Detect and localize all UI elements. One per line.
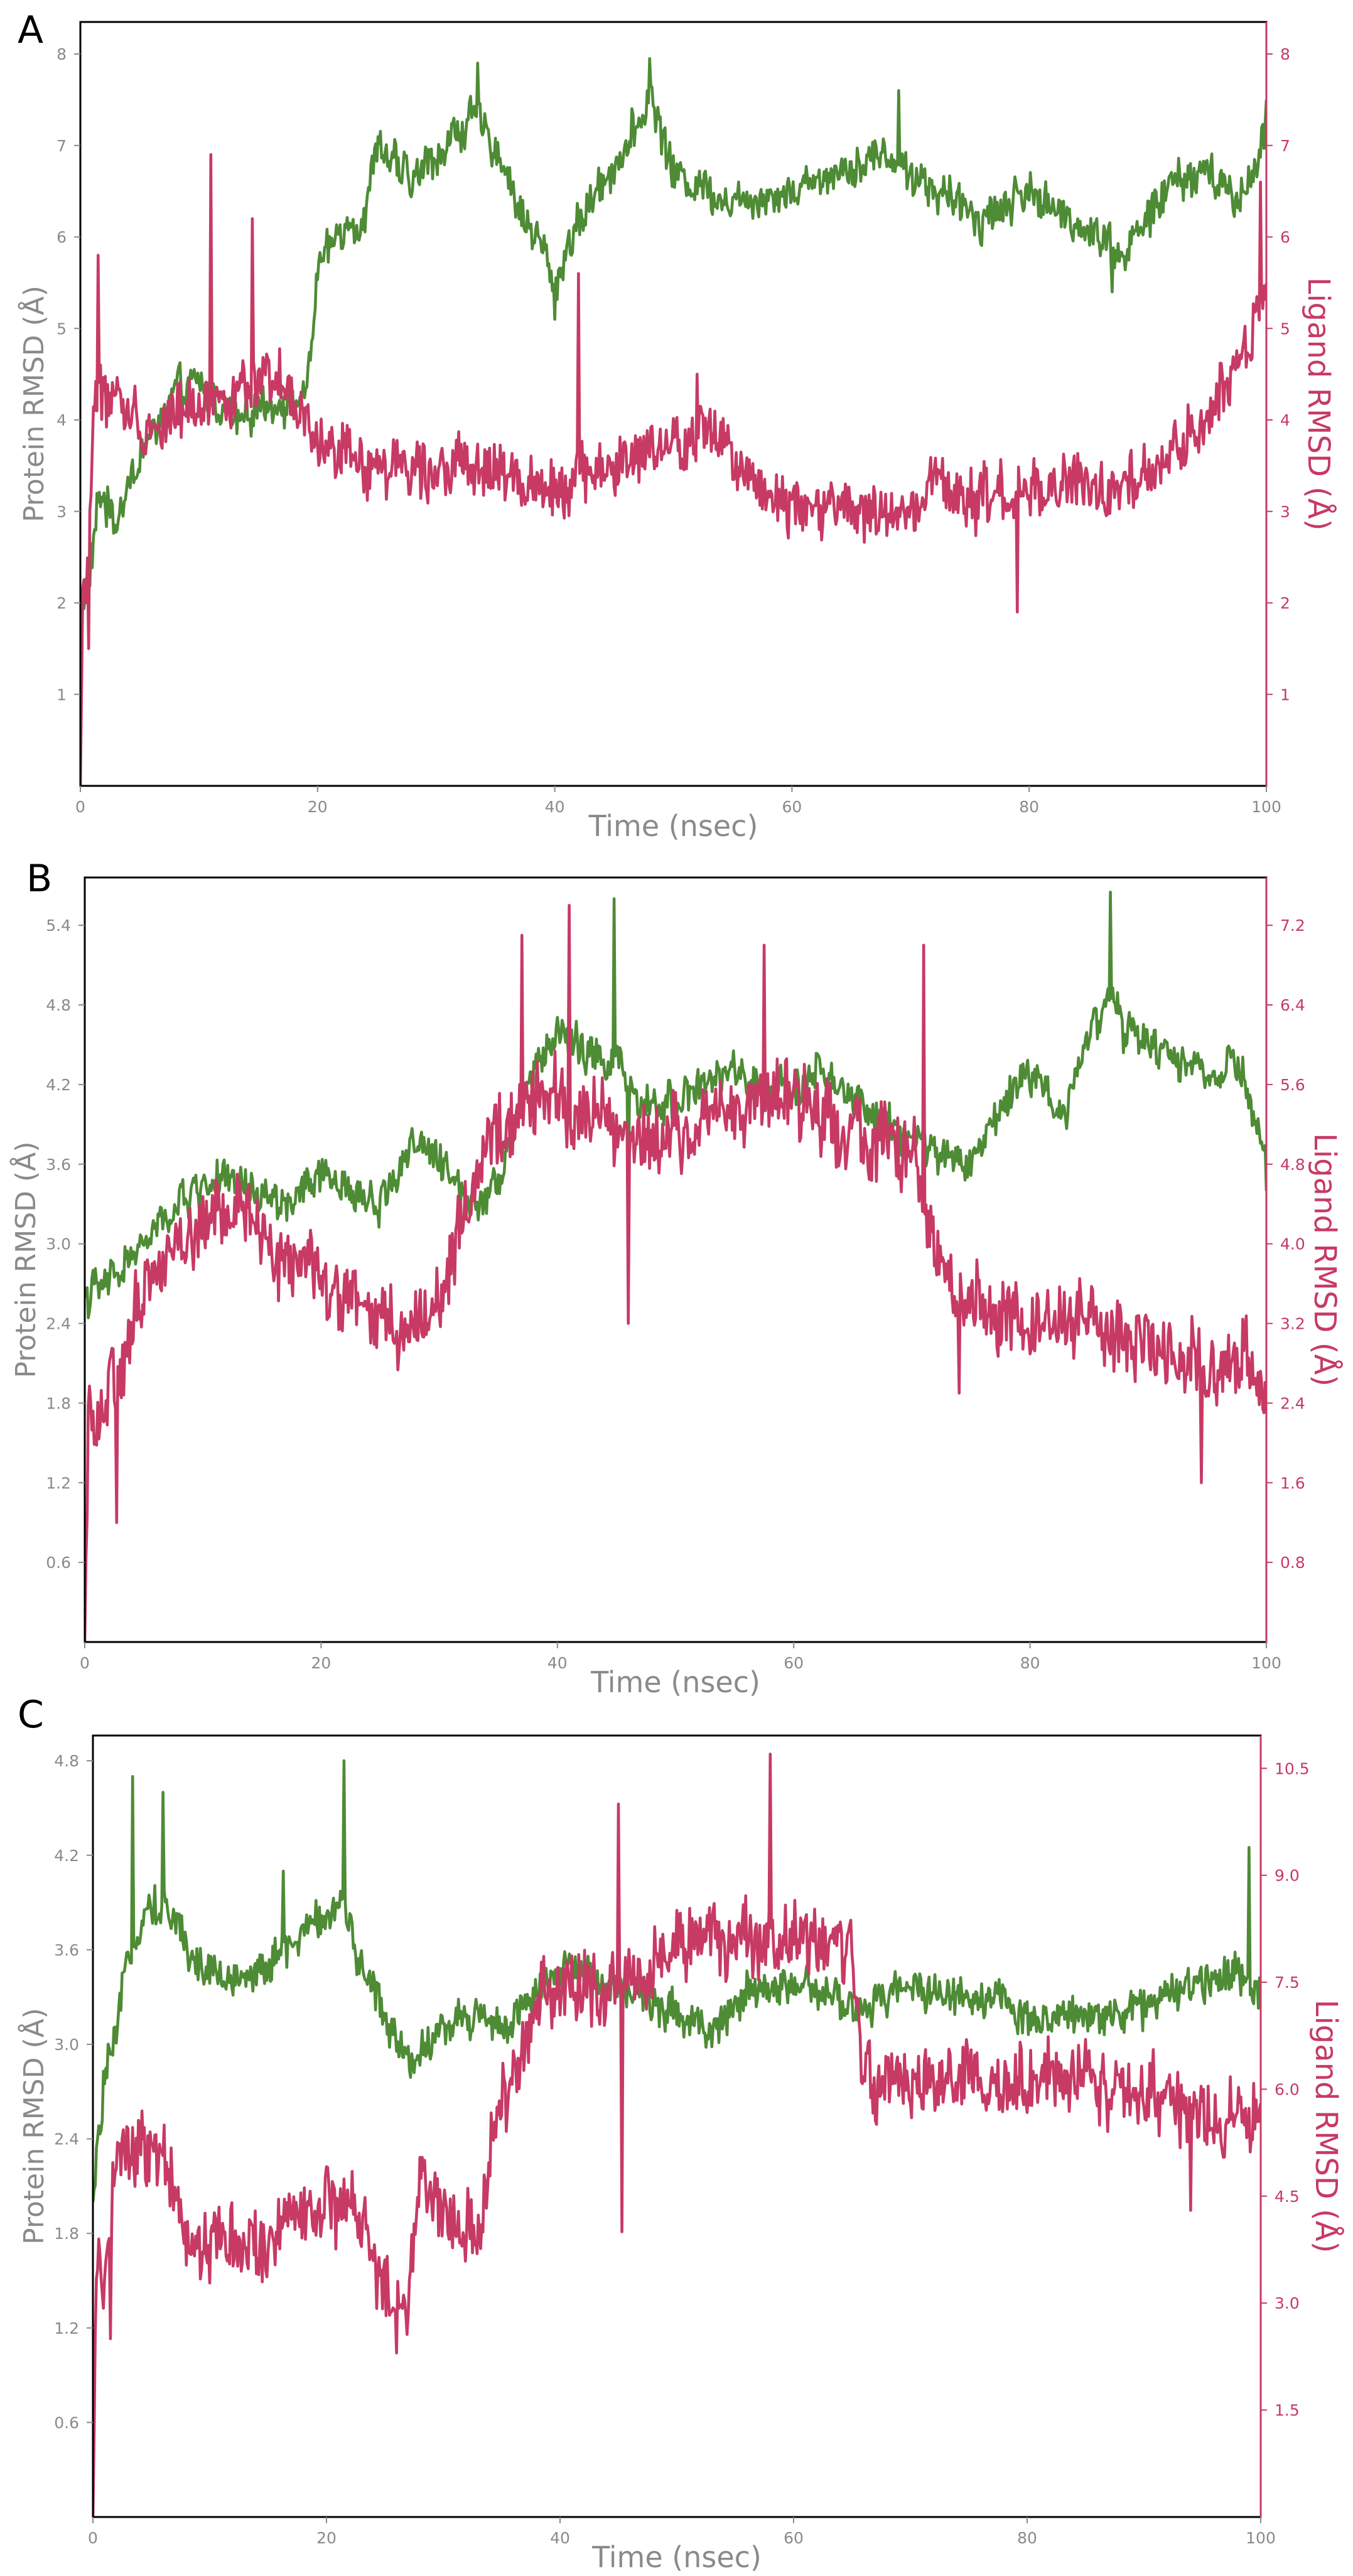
right-y-tick-label: 2 bbox=[1280, 594, 1290, 613]
right-y-tick-label: 4 bbox=[1280, 411, 1290, 429]
left-y-tick-label: 5.4 bbox=[46, 916, 71, 935]
left-y-tick-label: 4 bbox=[57, 411, 67, 429]
right-y-tick-label: 7.2 bbox=[1280, 916, 1305, 935]
right-y-tick-label: 4.8 bbox=[1280, 1156, 1305, 1174]
right-y-tick-label: 2.4 bbox=[1280, 1394, 1305, 1412]
left-y-tick-label: 0.6 bbox=[46, 1554, 71, 1572]
left-y-tick-label: 4.2 bbox=[54, 1847, 79, 1865]
right-y-axis-title: Ligand RMSD (Å) bbox=[1308, 2000, 1344, 2253]
left-y-axis-title: Protein RMSD (Å) bbox=[9, 1142, 42, 1378]
right-y-axis-title: Ligand RMSD (Å) bbox=[1301, 277, 1337, 531]
left-y-tick-label: 5 bbox=[57, 319, 67, 338]
left-y-tick-label: 3 bbox=[57, 503, 67, 521]
left-y-tick-label: 2.4 bbox=[46, 1315, 71, 1333]
right-y-tick-label: 6.0 bbox=[1275, 2080, 1300, 2098]
left-y-tick-label: 3.0 bbox=[54, 2036, 79, 2054]
right-y-tick-label: 3.2 bbox=[1280, 1315, 1305, 1333]
right-y-tick-label: 6 bbox=[1280, 228, 1290, 247]
right-y-tick-label: 10.5 bbox=[1275, 1759, 1310, 1778]
left-y-tick-label: 7 bbox=[57, 137, 67, 155]
left-y-tick-label: 3.6 bbox=[46, 1156, 71, 1174]
ligand-rmsd-series-line bbox=[85, 904, 1266, 1642]
right-y-tick-label: 5.6 bbox=[1280, 1076, 1305, 1094]
ligand-rmsd-series-line bbox=[80, 153, 1266, 786]
left-y-tick-label: 6 bbox=[57, 228, 67, 247]
right-y-tick-label: 4.5 bbox=[1275, 2187, 1300, 2206]
x-tick-label: 40 bbox=[545, 798, 565, 816]
left-y-tick-label: 4.2 bbox=[46, 1076, 71, 1094]
panel-letter: C bbox=[18, 1693, 44, 1737]
protein-rmsd-series-line bbox=[93, 1759, 1261, 2203]
x-tick-label: 0 bbox=[88, 2529, 98, 2547]
x-axis-title: Time (nsec) bbox=[588, 809, 758, 843]
x-tick-label: 40 bbox=[550, 2529, 570, 2547]
left-y-tick-label: 2 bbox=[57, 594, 67, 613]
x-tick-label: 20 bbox=[308, 798, 328, 816]
plot-frame bbox=[92, 1734, 1262, 2518]
right-y-tick-label: 3 bbox=[1280, 503, 1290, 521]
panel-letter: A bbox=[18, 8, 43, 52]
x-tick-label: 100 bbox=[1246, 2529, 1276, 2547]
panel-letter: B bbox=[26, 857, 52, 901]
right-y-tick-label: 4.0 bbox=[1280, 1235, 1305, 1253]
left-y-tick-label: 4.8 bbox=[54, 1752, 79, 1770]
x-tick-label: 100 bbox=[1251, 798, 1281, 816]
left-y-tick-label: 3.0 bbox=[46, 1235, 71, 1253]
right-y-tick-label: 1.5 bbox=[1275, 2402, 1300, 2420]
x-tick-label: 20 bbox=[311, 1654, 331, 1672]
left-y-tick-label: 2.4 bbox=[54, 2130, 79, 2149]
x-tick-label: 0 bbox=[80, 1654, 90, 1672]
right-y-tick-label: 0.8 bbox=[1280, 1554, 1305, 1572]
protein-rmsd-series-line bbox=[80, 57, 1266, 613]
x-tick-label: 80 bbox=[1017, 2529, 1037, 2547]
x-tick-label: 60 bbox=[784, 1654, 804, 1672]
right-y-tick-label: 6.4 bbox=[1280, 996, 1305, 1014]
left-y-tick-label: 1.8 bbox=[54, 2224, 79, 2243]
left-y-tick-label: 4.8 bbox=[46, 996, 71, 1014]
x-axis-title: Time (nsec) bbox=[591, 2540, 762, 2574]
right-y-axis-title: Ligand RMSD (Å) bbox=[1307, 1133, 1343, 1387]
x-tick-label: 80 bbox=[1019, 798, 1039, 816]
left-y-tick-label: 8 bbox=[57, 45, 67, 63]
x-tick-label: 100 bbox=[1251, 1654, 1281, 1672]
right-y-tick-label: 1.6 bbox=[1280, 1474, 1305, 1492]
right-y-tick-label: 8 bbox=[1280, 45, 1290, 63]
right-y-tick-label: 7 bbox=[1280, 137, 1290, 155]
right-y-tick-label: 5 bbox=[1280, 319, 1290, 338]
right-y-tick-label: 7.5 bbox=[1275, 1973, 1300, 1992]
x-tick-label: 60 bbox=[782, 798, 802, 816]
right-y-tick-label: 9.0 bbox=[1275, 1867, 1300, 1885]
chart-panel-C: 0 20 40 60 80 100 0.6 1.2 1.8 2.4 3.0 3.6 4.2 4.8 1.5 3… bbox=[17, 1693, 1344, 2574]
left-y-tick-label: 1.8 bbox=[46, 1394, 71, 1412]
left-y-tick-label: 1.2 bbox=[54, 2319, 79, 2337]
left-y-axis-title: Protein RMSD (Å) bbox=[17, 286, 50, 522]
left-y-tick-label: 3.6 bbox=[54, 1941, 79, 1959]
left-y-tick-label: 1.2 bbox=[46, 1474, 71, 1492]
right-y-tick-label: 1 bbox=[1280, 685, 1290, 704]
x-tick-label: 60 bbox=[784, 2529, 804, 2547]
right-y-tick-label: 3.0 bbox=[1275, 2294, 1300, 2312]
x-tick-label: 40 bbox=[547, 1654, 568, 1672]
left-y-tick-label: 1 bbox=[57, 685, 67, 704]
x-tick-label: 80 bbox=[1020, 1654, 1040, 1672]
left-y-axis-title: Protein RMSD (Å) bbox=[17, 2008, 50, 2245]
x-tick-label: 20 bbox=[316, 2529, 337, 2547]
x-axis-title: Time (nsec) bbox=[590, 1665, 760, 1699]
chart-panel-B: 0 20 40 60 80 100 0.6 1.2 1.8 2.4 3.0 3.6 4.2 4.8 5.4 0… bbox=[9, 857, 1343, 1699]
x-tick-label: 0 bbox=[75, 798, 85, 816]
ligand-rmsd-series-line bbox=[93, 1752, 1261, 2517]
left-y-tick-label: 0.6 bbox=[54, 2413, 79, 2432]
